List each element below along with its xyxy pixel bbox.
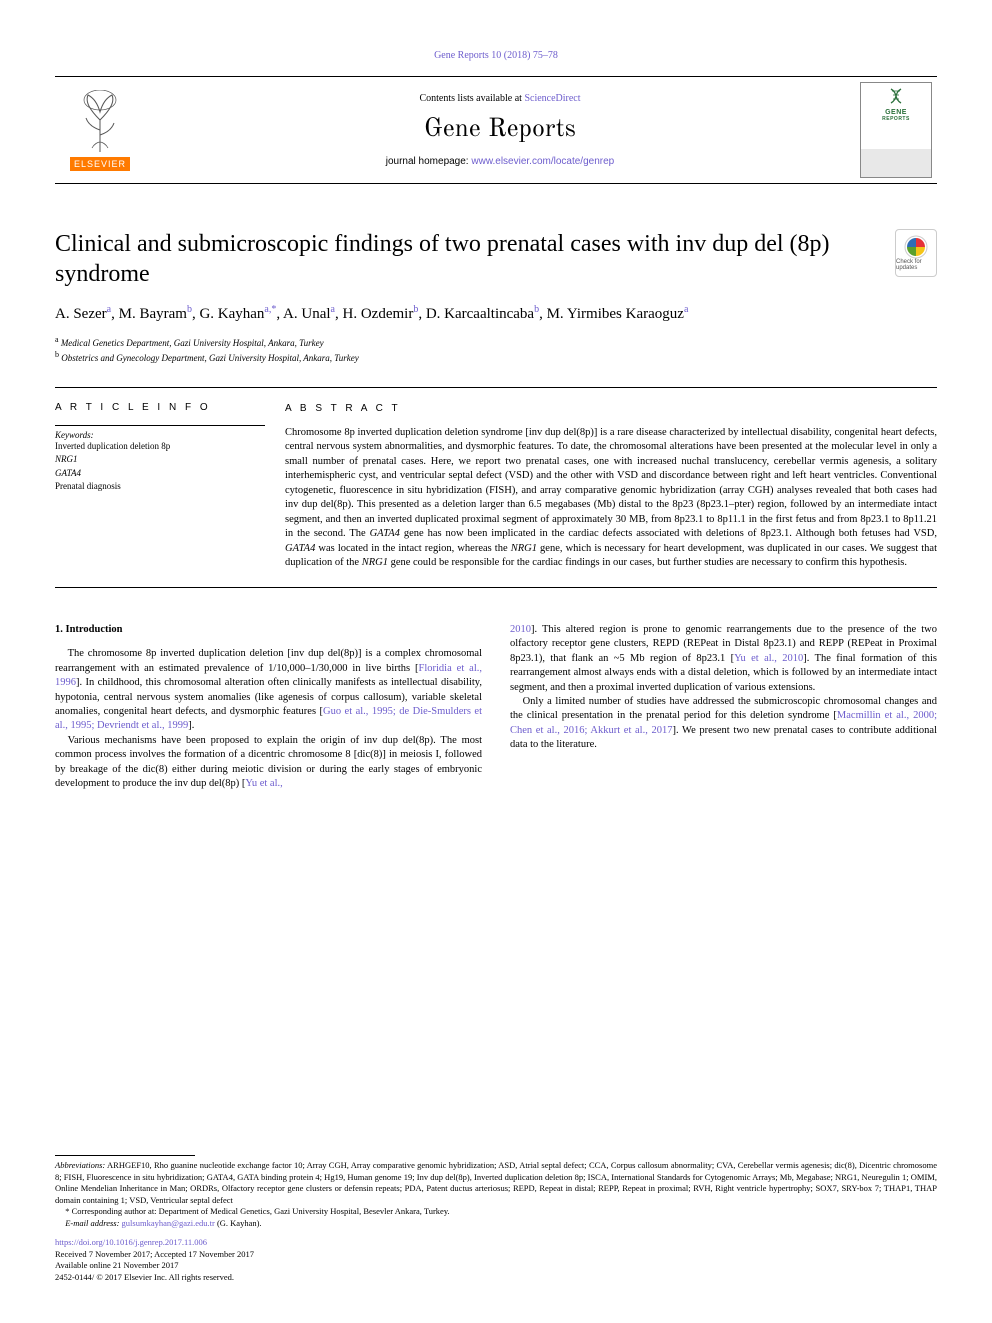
intro-paragraph-2: Various mechanisms have been proposed to… <box>55 734 482 792</box>
doi-link[interactable]: https://doi.org/10.1016/j.genrep.2017.11… <box>55 1237 207 1247</box>
body-two-columns: 1. Introduction The chromosome 8p invert… <box>55 623 937 792</box>
dna-icon <box>886 87 906 109</box>
journal-cover-thumbnail: GENE REPORTS <box>860 82 932 178</box>
affiliation-line: b Obstetrics and Gynecology Department, … <box>55 349 937 365</box>
email-label: E-mail address: <box>65 1218 119 1228</box>
journal-reference: Gene Reports 10 (2018) 75–78 <box>55 50 937 61</box>
right-column: 2010]. This altered region is prone to g… <box>510 623 937 792</box>
email-name: (G. Kayhan). <box>215 1218 262 1228</box>
article-title: Clinical and submicroscopic findings of … <box>55 229 883 289</box>
section-1-heading: 1. Introduction <box>55 623 482 637</box>
received-dates: Received 7 November 2017; Accepted 17 No… <box>55 1249 937 1260</box>
p1-text-c: ]. <box>188 720 194 731</box>
online-date: Available online 21 November 2017 <box>55 1260 937 1271</box>
abstract-heading: A B S T R A C T <box>285 402 937 416</box>
keywords-list: Inverted duplication deletion 8pNRG1GATA… <box>55 440 265 494</box>
journal-homepage-link[interactable]: www.elsevier.com/locate/genrep <box>471 156 614 167</box>
intro-paragraph-2-cont: 2010]. This altered region is prone to g… <box>510 623 937 695</box>
left-column: 1. Introduction The chromosome 8p invert… <box>55 623 482 792</box>
authors-list: A. Sezera, M. Bayramb, G. Kayhana,*, A. … <box>55 303 937 326</box>
keyword-item: NRG1 <box>55 453 265 467</box>
abstract-text: Chromosome 8p inverted duplication delet… <box>285 426 937 571</box>
corresp-text: Corresponding author at: Department of M… <box>69 1206 449 1216</box>
contents-available-line: Contents lists available at ScienceDirec… <box>145 93 855 104</box>
ref-yu-c[interactable]: Yu et al., 2010 <box>734 653 803 664</box>
abstract-column: A B S T R A C T Chromosome 8p inverted d… <box>285 388 937 571</box>
affiliation-line: a Medical Genetics Department, Gazi Univ… <box>55 334 937 350</box>
journal-header: ELSEVIER Contents lists available at Sci… <box>55 76 937 184</box>
crossmark-badge[interactable]: Check for updates <box>895 229 937 277</box>
corresponding-author-footnote: * Corresponding author at: Department of… <box>55 1206 937 1217</box>
email-footnote: E-mail address: gulsumkayhan@gazi.edu.tr… <box>55 1218 937 1229</box>
keywords-label: Keywords: <box>55 425 265 440</box>
crossmark-text: Check for updates <box>896 259 936 271</box>
copyright-line: 2452-0144/ © 2017 Elsevier Inc. All righ… <box>55 1272 937 1283</box>
intro-paragraph-1: The chromosome 8p inverted duplication d… <box>55 647 482 734</box>
elsevier-wordmark: ELSEVIER <box>70 157 130 171</box>
page-footer: Abbreviations: ARHGEF10, Rho guanine nuc… <box>55 1155 937 1283</box>
journal-homepage-line: journal homepage: www.elsevier.com/locat… <box>145 156 855 167</box>
elsevier-tree-icon <box>70 90 130 155</box>
elsevier-logo: ELSEVIER <box>55 77 145 183</box>
footnote-rule <box>55 1155 195 1156</box>
keyword-item: Inverted duplication deletion 8p <box>55 440 265 454</box>
abbrev-text: ARHGEF10, Rho guanine nucleotide exchang… <box>55 1160 937 1204</box>
ref-yu-b[interactable]: 2010 <box>510 624 531 635</box>
cover-reports-label: REPORTS <box>882 116 910 122</box>
abbreviations-footnote: Abbreviations: ARHGEF10, Rho guanine nuc… <box>55 1160 937 1206</box>
article-info-column: A R T I C L E I N F O Keywords: Inverted… <box>55 388 285 571</box>
affiliations: a Medical Genetics Department, Gazi Univ… <box>55 334 937 365</box>
keyword-item: Prenatal diagnosis <box>55 480 265 494</box>
journal-name: Gene Reports <box>145 114 855 146</box>
abbrev-label: Abbreviations: <box>55 1160 105 1170</box>
cover-gene-label: GENE <box>885 109 907 116</box>
ref-yu-a[interactable]: Yu et al., <box>245 778 282 789</box>
sciencedirect-link[interactable]: ScienceDirect <box>524 93 580 104</box>
intro-paragraph-3: Only a limited number of studies have ad… <box>510 695 937 753</box>
corresponding-email-link[interactable]: gulsumkayhan@gazi.edu.tr <box>122 1218 215 1228</box>
crossmark-icon <box>904 235 928 259</box>
keyword-item: GATA4 <box>55 467 265 481</box>
homepage-prefix: journal homepage: <box>386 156 472 167</box>
article-info-heading: A R T I C L E I N F O <box>55 402 265 413</box>
contents-prefix: Contents lists available at <box>419 93 524 104</box>
